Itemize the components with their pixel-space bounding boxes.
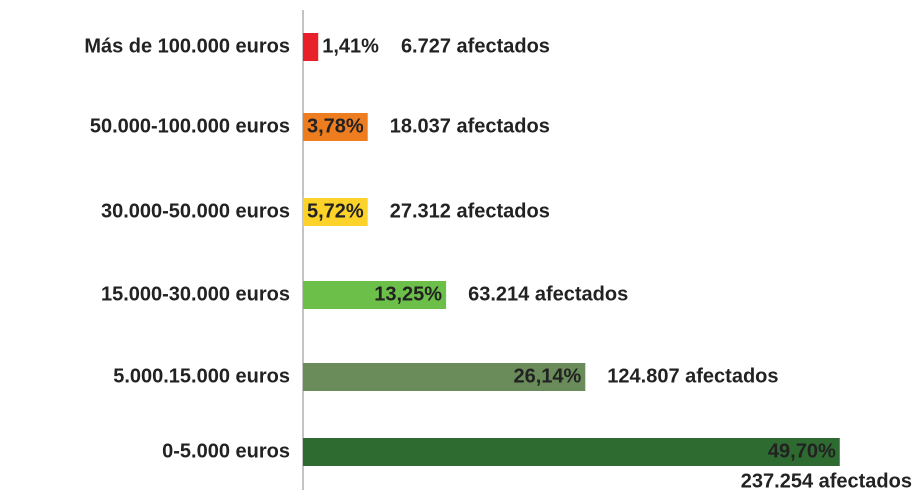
bar (303, 113, 368, 141)
bar (303, 198, 368, 226)
bar (303, 438, 840, 466)
annotation: 124.807 afectados (607, 365, 778, 387)
value-label: 1,41% (322, 35, 379, 57)
category-label: Más de 100.000 euros (84, 35, 290, 57)
category-label: 0-5.000 euros (162, 440, 290, 462)
annotation: 27.312 afectados (390, 200, 550, 222)
annotation: 63.214 afectados (468, 283, 628, 305)
category-label: 30.000-50.000 euros (101, 200, 290, 222)
annotation: 237.254 afectados (741, 470, 912, 492)
category-label: 15.000-30.000 euros (101, 283, 290, 305)
category-label: 50.000-100.000 euros (90, 115, 290, 137)
category-label: 5.000.15.000 euros (113, 365, 290, 387)
annotation: 18.037 afectados (390, 115, 550, 137)
value-label: 5,72% (307, 200, 364, 222)
bar (303, 281, 447, 309)
value-label: 13,25% (374, 283, 442, 305)
annotation: 6.727 afectados (401, 35, 550, 57)
value-label: 26,14% (513, 365, 581, 387)
bar (303, 363, 586, 391)
value-label: 3,78% (307, 115, 364, 137)
bar (303, 33, 319, 61)
value-label: 49,70% (768, 440, 836, 462)
